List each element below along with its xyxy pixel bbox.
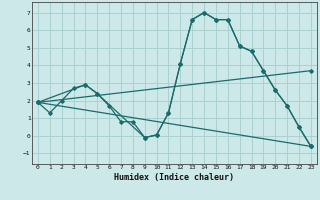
X-axis label: Humidex (Indice chaleur): Humidex (Indice chaleur) — [115, 173, 234, 182]
